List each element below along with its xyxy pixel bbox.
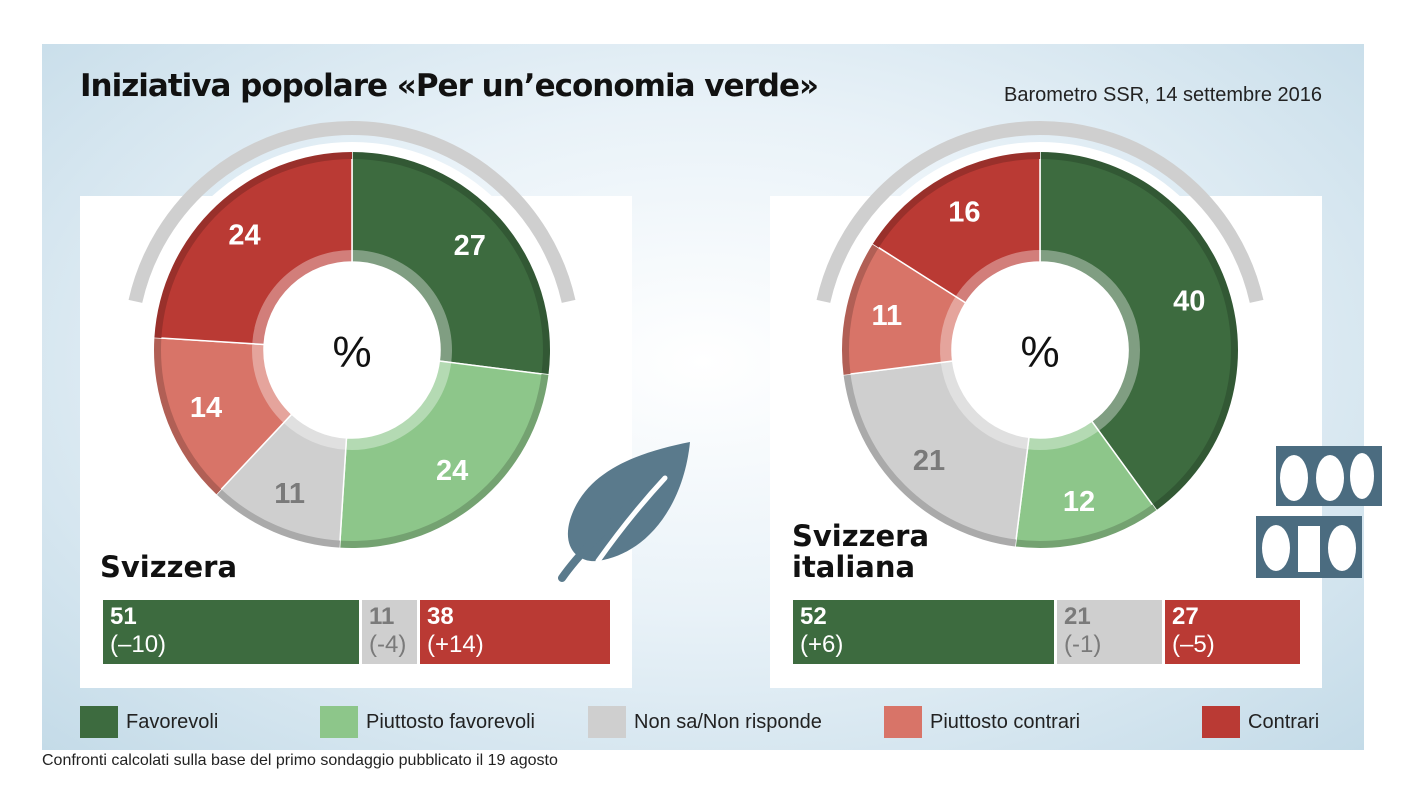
decorative-arc [816, 121, 1264, 303]
slice-inner-non-sa [283, 414, 347, 450]
summary-delta: (-4) [369, 631, 407, 658]
summary-delta: (-1) [1064, 631, 1102, 658]
slice-rim-piuttosto-favorevoli [1015, 504, 1157, 548]
summary-favorevoli: 52 (+6) [793, 600, 1054, 664]
summary-non-sa: 11 (-4) [362, 600, 417, 664]
summary-delta: (+6) [800, 631, 844, 658]
slice-inner-contrari [252, 250, 352, 345]
slice-label-favorevoli: 40 [1173, 285, 1205, 317]
legend-swatch [884, 706, 922, 738]
donut-svizzera-italiana: 40 12 21 11 16% [816, 121, 1264, 558]
donut-svizzera: 27 24 11 14 24% [128, 121, 576, 558]
summary-value: 27 [1172, 603, 1199, 630]
summary-value: 38 [427, 603, 454, 630]
summary-non-sa: 21 (-1) [1057, 600, 1162, 664]
slice-label-piuttosto-favorevoli: 12 [1063, 486, 1095, 518]
legend-item-non-sa: Non sa/Non risponde [588, 706, 822, 738]
legend-label: Favorevoli [126, 710, 219, 733]
legend-swatch [588, 706, 626, 738]
legend-label: Piuttosto favorevoli [366, 710, 535, 733]
summary-delta: (–5) [1172, 631, 1215, 658]
slice-label-piuttosto-contrari: 11 [871, 300, 902, 332]
summary-delta: (+14) [427, 631, 484, 658]
ssr-logo-icon [1256, 446, 1382, 578]
chart-source: Barometro SSR, 14 settembre 2016 [1004, 84, 1322, 106]
slice-label-piuttosto-contrari: 14 [190, 392, 222, 424]
slice-inner-piuttosto-contrari [940, 296, 966, 363]
slice-inner-piuttosto-favorevoli [1027, 421, 1099, 450]
legend-label: Non sa/Non risponde [634, 710, 822, 733]
legend-label: Piuttosto contrari [930, 710, 1081, 733]
summary-delta: (–10) [110, 631, 167, 658]
region-label-svizzera-italiana: Svizzera italiana [792, 519, 930, 584]
legend-item-contrari: Contrari [1202, 706, 1319, 738]
slice-label-non-sa: 11 [274, 478, 305, 510]
slice-label-contrari: 24 [228, 220, 260, 252]
slice-inner-favorevoli [352, 250, 452, 363]
slice-inner-non-sa [940, 361, 1029, 450]
summary-value: 51 [110, 603, 137, 630]
region-label-svizzera: Svizzera [100, 550, 238, 584]
legend-label: Contrari [1248, 710, 1320, 733]
legend-swatch [1202, 706, 1240, 738]
summary-value: 52 [800, 603, 827, 630]
summary-value: 11 [369, 603, 395, 630]
legend-swatch [80, 706, 118, 738]
legend-item-piuttosto-contrari: Piuttosto contrari [884, 706, 1080, 738]
center-percent-label: % [332, 328, 371, 377]
chart-title: Iniziativa popolare «Per un’economia ver… [80, 68, 819, 104]
center-percent-label: % [1020, 328, 1059, 377]
summary-favorevoli: 51 (–10) [103, 600, 359, 664]
slice-inner-piuttosto-contrari [252, 343, 292, 423]
slice-label-favorevoli: 27 [454, 230, 486, 262]
slice-label-piuttosto-favorevoli: 24 [436, 455, 468, 487]
slice-rim-non-sa [216, 489, 341, 548]
summary-value: 21 [1064, 603, 1091, 630]
slice-rim-piuttosto-contrari [842, 243, 879, 375]
slice-label-contrari: 16 [948, 196, 980, 228]
legend-item-piuttosto-favorevoli: Piuttosto favorevoli [320, 706, 535, 738]
summary-bar-svizzera-italiana: 52 (+6) 21 (-1) 27 (–5) [793, 600, 1300, 664]
donut-hole [270, 268, 434, 432]
summary-bar-svizzera: 51 (–10) 11 (-4) 38 (+14) [103, 600, 610, 664]
legend-swatch [320, 706, 358, 738]
decorative-arc [128, 121, 576, 303]
footnote: Confronti calcolati sulla base del primo… [42, 752, 558, 769]
donut-hole [958, 268, 1122, 432]
summary-contrari: 38 (+14) [420, 600, 610, 664]
slice-rim-non-sa [843, 373, 1017, 547]
slice-inner-favorevoli [1040, 250, 1140, 431]
summary-contrari: 27 (–5) [1165, 600, 1300, 664]
slice-rim-piuttosto-contrari [153, 337, 222, 495]
legend: Favorevoli Piuttosto favorevoli Non sa/Non… [80, 706, 1326, 738]
slice-inner-piuttosto-favorevoli [345, 361, 452, 450]
slice-label-non-sa: 21 [913, 445, 945, 477]
slice-rim-contrari [872, 152, 1040, 248]
leaf-icon [558, 442, 690, 582]
legend-item-favorevoli: Favorevoli [80, 706, 218, 738]
slice-inner-contrari [955, 250, 1040, 303]
